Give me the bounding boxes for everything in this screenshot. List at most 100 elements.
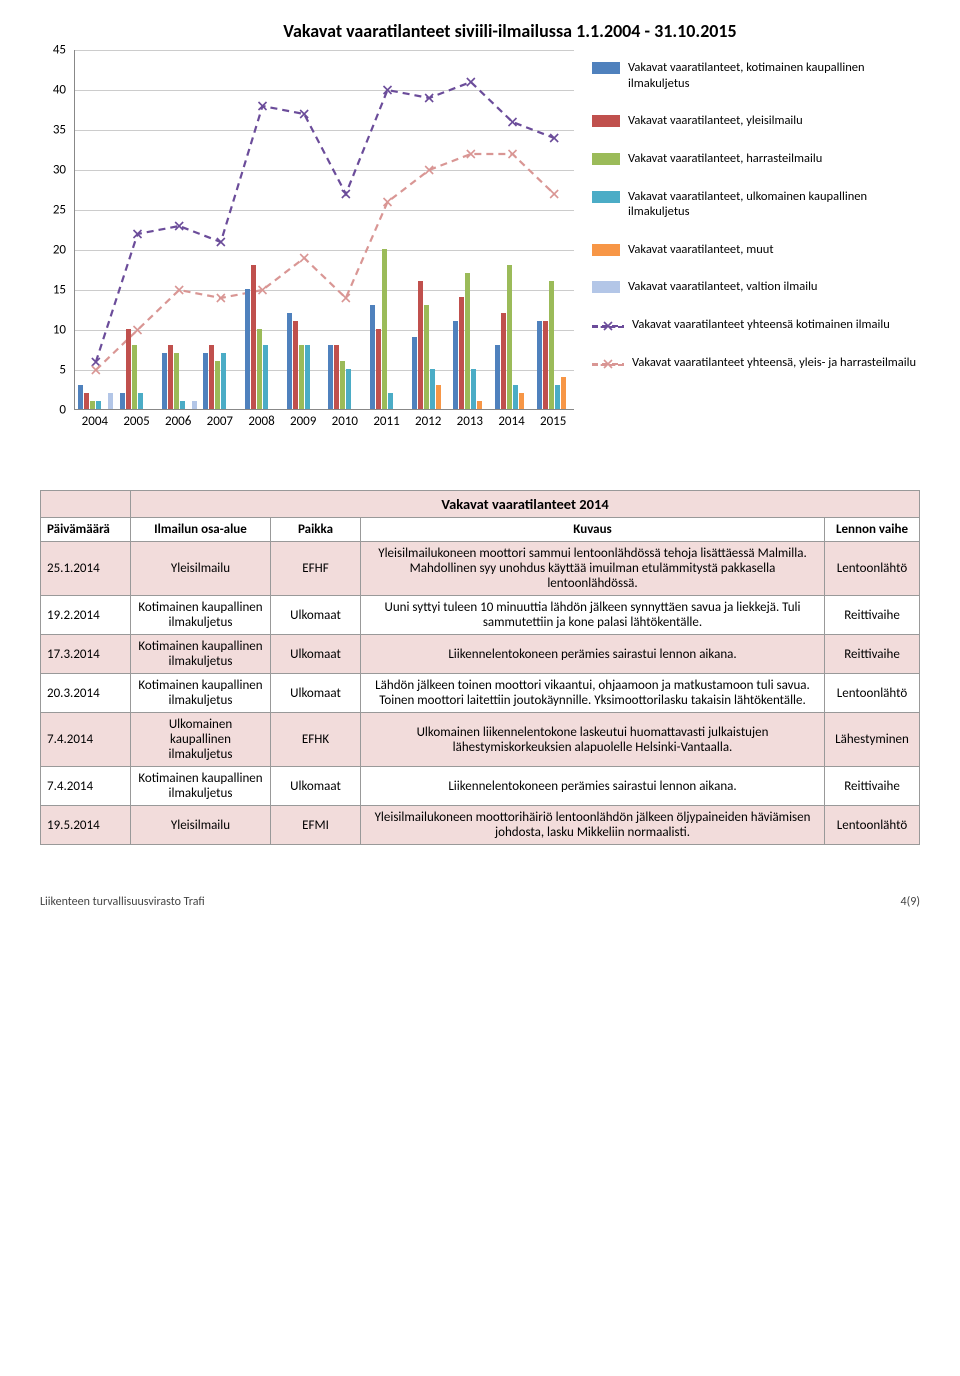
legend-label: Vakavat vaaratilanteet yhteensä kotimain… <box>632 317 890 333</box>
table-cell: Kotimainen kaupallinen ilmakuljetus <box>131 596 271 635</box>
bar <box>436 385 441 409</box>
table-cell: Ulkomaat <box>271 596 361 635</box>
bar <box>430 369 435 409</box>
table-cell: Lähdön jälkeen toinen moottori vikaantui… <box>361 674 825 713</box>
legend-swatch <box>592 62 620 74</box>
legend-line-icon <box>592 357 624 371</box>
bar <box>126 329 131 409</box>
y-tick: 35 <box>53 123 66 138</box>
legend-swatch <box>592 281 620 293</box>
legend-label: Vakavat vaaratilanteet, kotimainen kaupa… <box>628 60 920 91</box>
table-cell: EFHK <box>271 713 361 767</box>
bar <box>537 321 542 409</box>
table-cell: 17.3.2014 <box>41 635 131 674</box>
y-tick: 10 <box>53 323 66 338</box>
table-row: 19.2.2014Kotimainen kaupallinen ilmakulj… <box>41 596 920 635</box>
bar <box>346 369 351 409</box>
bar <box>555 385 560 409</box>
legend-swatch <box>592 191 620 203</box>
bar <box>519 393 524 409</box>
x-label: 2008 <box>248 414 274 429</box>
table-cell: Lentoonlähtö <box>825 674 920 713</box>
col-phase: Lennon vaihe <box>825 518 920 542</box>
table-cell: Reittivaihe <box>825 767 920 806</box>
bar <box>84 393 89 409</box>
table-cell: Ulkomaat <box>271 635 361 674</box>
bar-group <box>161 345 197 409</box>
bar-group <box>495 265 531 409</box>
legend-item: Vakavat vaaratilanteet yhteensä, yleis- … <box>592 355 920 371</box>
col-place: Paikka <box>271 518 361 542</box>
bar-group <box>453 273 489 409</box>
table-cell: Liikennelentokoneen perämies sairastui l… <box>361 635 825 674</box>
bar <box>388 393 393 409</box>
y-tick: 0 <box>59 403 66 418</box>
bar <box>192 401 197 409</box>
legend-label: Vakavat vaaratilanteet, muut <box>628 242 774 258</box>
incident-table: Vakavat vaaratilanteet 2014 Päivämäärä I… <box>40 490 920 845</box>
table-cell: Reittivaihe <box>825 596 920 635</box>
table-cell: Ulkomaat <box>271 674 361 713</box>
table-cell: Liikennelentokoneen perämies sairastui l… <box>361 767 825 806</box>
col-date: Päivämäärä <box>41 518 131 542</box>
legend-item: Vakavat vaaratilanteet, muut <box>592 242 920 258</box>
table-cell: Lähestyminen <box>825 713 920 767</box>
table-row: 7.4.2014Kotimainen kaupallinen ilmakulje… <box>41 767 920 806</box>
table-cell: Reittivaihe <box>825 635 920 674</box>
y-tick: 45 <box>53 43 66 58</box>
bar <box>138 393 143 409</box>
legend-label: Vakavat vaaratilanteet, yleisilmailu <box>628 113 803 129</box>
x-label: 2006 <box>165 414 191 429</box>
bar <box>287 313 292 409</box>
col-area: Ilmailun osa-alue <box>131 518 271 542</box>
table-header-row: Päivämäärä Ilmailun osa-alue Paikka Kuva… <box>41 518 920 542</box>
table-cell: Yleisilmailu <box>131 542 271 596</box>
col-desc: Kuvaus <box>361 518 825 542</box>
table-cell: Kotimainen kaupallinen ilmakuljetus <box>131 674 271 713</box>
bar <box>549 281 554 409</box>
bar <box>424 305 429 409</box>
x-label: 2009 <box>290 414 316 429</box>
bar <box>507 265 512 409</box>
legend-swatch <box>592 153 620 165</box>
table-cell: Kotimainen kaupallinen ilmakuljetus <box>131 635 271 674</box>
y-tick: 15 <box>53 283 66 298</box>
bar-group <box>411 281 447 409</box>
footer-left: Liikenteen turvallisuusvirasto Trafi <box>40 895 205 909</box>
chart-section: Vakavat vaaratilanteet siviili-ilmailuss… <box>40 20 920 450</box>
x-label: 2007 <box>207 414 233 429</box>
bar <box>90 401 95 409</box>
table-row: 7.4.2014Ulkomainen kaupallinen ilmakulje… <box>41 713 920 767</box>
bar <box>120 393 125 409</box>
x-label: 2004 <box>82 414 108 429</box>
bar <box>257 329 262 409</box>
bar <box>495 345 500 409</box>
bar <box>561 377 566 409</box>
table-cell: Ulkomainen kaupallinen ilmakuljetus <box>131 713 271 767</box>
table-cell: 25.1.2014 <box>41 542 131 596</box>
table-cell: 7.4.2014 <box>41 713 131 767</box>
bar <box>203 353 208 409</box>
bar <box>168 345 173 409</box>
table-row: 19.5.2014YleisilmailuEFMIYleisilmailukon… <box>41 806 920 845</box>
legend-label: Vakavat vaaratilanteet yhteensä, yleis- … <box>632 355 916 371</box>
bar-group <box>536 281 572 409</box>
x-label: 2013 <box>457 414 483 429</box>
table-title-row: Vakavat vaaratilanteet 2014 <box>41 491 920 518</box>
legend-item: Vakavat vaaratilanteet, ulkomainen kaupa… <box>592 189 920 220</box>
bar-group <box>245 265 281 409</box>
table-cell: Ulkomainen liikennelentokone laskeutui h… <box>361 713 825 767</box>
table-title: Vakavat vaaratilanteet 2014 <box>131 491 920 518</box>
y-tick: 40 <box>53 83 66 98</box>
table-cell: Kotimainen kaupallinen ilmakuljetus <box>131 767 271 806</box>
bar <box>263 345 268 409</box>
legend-label: Vakavat vaaratilanteet, harrasteilmailu <box>628 151 822 167</box>
bar <box>418 281 423 409</box>
bar-group <box>286 313 322 409</box>
bar <box>477 401 482 409</box>
y-tick: 20 <box>53 243 66 258</box>
x-label: 2012 <box>415 414 441 429</box>
legend-item: Vakavat vaaratilanteet, yleisilmailu <box>592 113 920 129</box>
chart-area: 051015202530354045 200420052006200720082… <box>40 50 580 450</box>
table-cell: 19.2.2014 <box>41 596 131 635</box>
